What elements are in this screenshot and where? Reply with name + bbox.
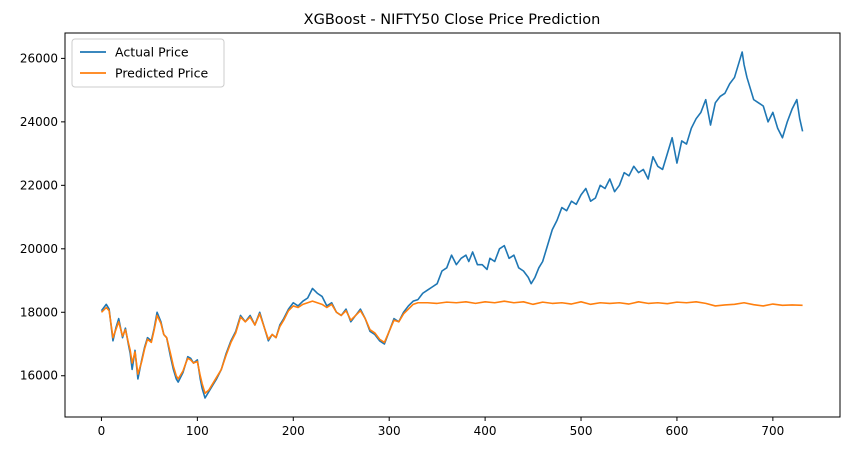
legend: Actual Price Predicted Price <box>71 38 225 88</box>
plot-frame <box>64 32 841 418</box>
legend-box <box>71 38 225 88</box>
y-tick-label: 20000 <box>20 242 58 256</box>
chart-title: XGBoost - NIFTY50 Close Price Prediction <box>304 12 601 28</box>
y-tick-label: 26000 <box>20 51 58 65</box>
legend-label-1: Predicted Price <box>115 66 208 81</box>
y-tick-label: 22000 <box>20 178 58 192</box>
x-tick-label: 300 <box>378 424 401 438</box>
x-tick-label: 600 <box>665 424 688 438</box>
x-tick-label: 100 <box>186 424 209 438</box>
y-tick-label: 24000 <box>20 115 58 129</box>
x-tick-label: 200 <box>282 424 305 438</box>
series-line-1 <box>100 300 803 394</box>
legend-label-0: Actual Price <box>115 45 189 60</box>
x-axis: 0 100 200 300 400 500 600 700 <box>98 417 784 438</box>
x-tick-label: 700 <box>761 424 784 438</box>
x-tick-label: 500 <box>570 424 593 438</box>
x-tick-label: 0 <box>98 424 106 438</box>
plot-area <box>100 51 804 399</box>
y-tick-label: 18000 <box>20 305 58 319</box>
y-tick-label: 16000 <box>20 369 58 383</box>
series-line-0 <box>100 51 804 399</box>
x-tick-label: 400 <box>474 424 497 438</box>
y-axis: 16000 18000 20000 22000 24000 26000 <box>20 51 65 383</box>
